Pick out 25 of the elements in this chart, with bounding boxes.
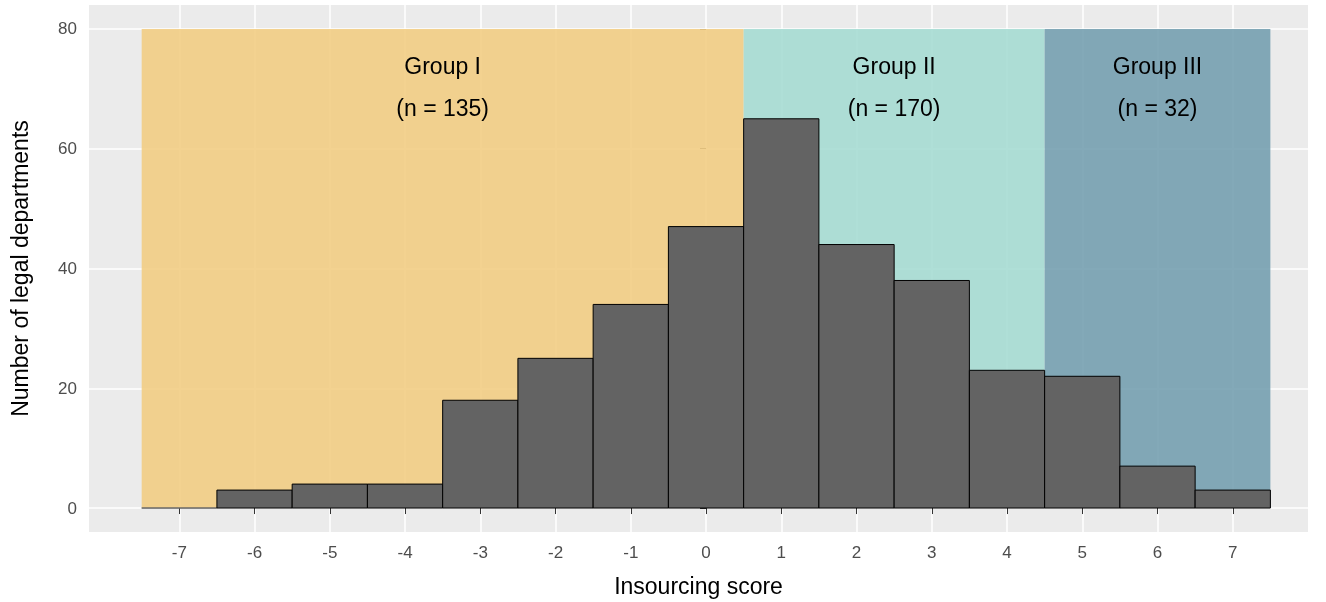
x-tick-label: -4	[397, 543, 413, 562]
x-tick-label: 4	[1002, 543, 1012, 562]
x-tick-label: -1	[623, 543, 639, 562]
x-tick-label: 5	[1077, 543, 1087, 562]
y-axis-title: Number of legal departments	[6, 120, 33, 417]
x-tick-label: 3	[927, 543, 937, 562]
x-tick-label: -2	[547, 543, 564, 562]
y-tick-label: 20	[58, 378, 77, 398]
x-tick-label: 6	[1152, 543, 1163, 562]
x-tick-label: -7	[171, 543, 187, 562]
y-tick-label: 60	[58, 139, 77, 159]
x-tick-label: -3	[472, 543, 488, 562]
y-tick-label: 40	[58, 259, 77, 278]
x-tick-label: 7	[1228, 543, 1238, 562]
y-tick-label: 0	[67, 498, 77, 518]
x-tick-label: 0	[701, 543, 711, 562]
y-tick-label: 80	[58, 19, 77, 39]
band-label: Group I (n = 135)	[396, 52, 490, 121]
x-axis-title: Insourcing score	[614, 572, 783, 599]
x-tick-label: 2	[851, 543, 862, 562]
band-label: Group III (n = 32)	[1112, 52, 1203, 121]
x-tick-label: -6	[246, 543, 263, 562]
band-label: Group II (n = 170)	[847, 52, 941, 121]
x-tick-label: 1	[776, 543, 787, 562]
x-tick-label: -5	[322, 543, 338, 562]
